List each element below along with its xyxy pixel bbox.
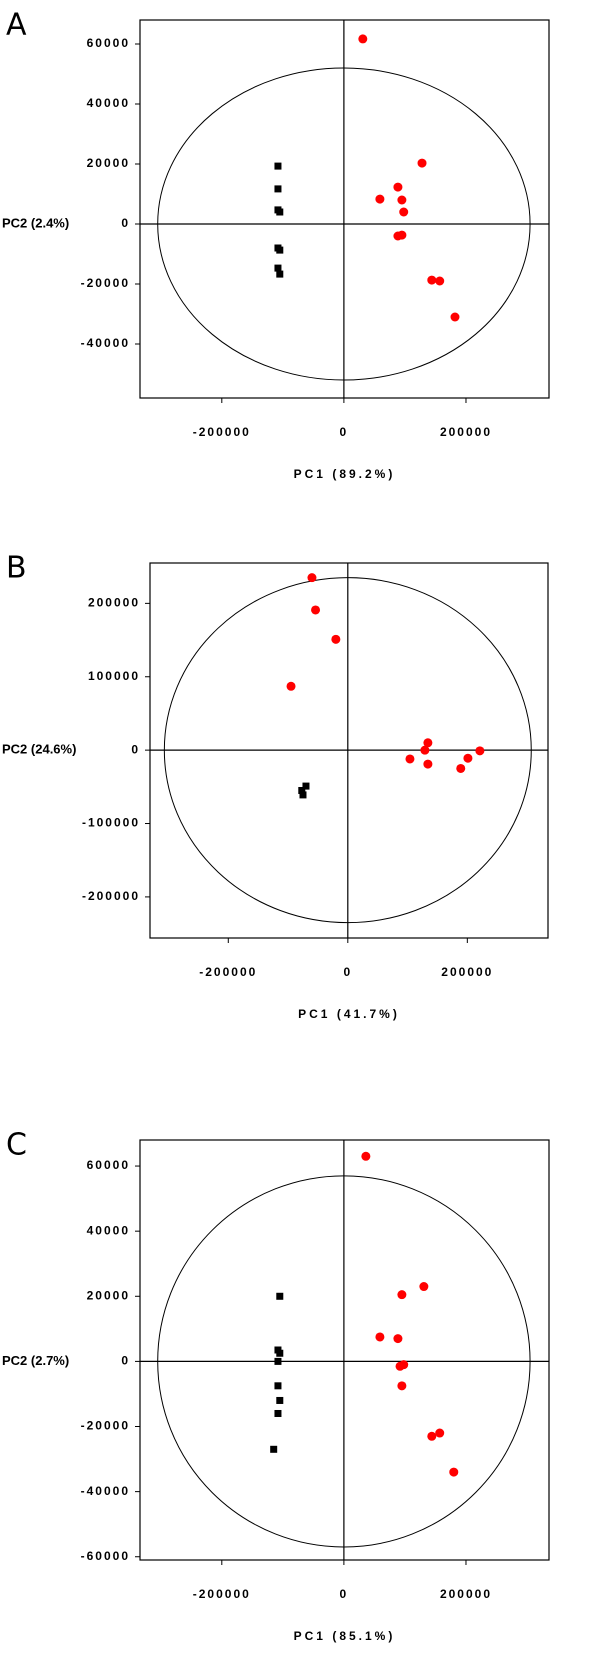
point [311,605,321,615]
point [302,782,310,790]
y-tick-label: 60000 [87,36,130,50]
y-tick-label: 0 [131,742,140,756]
point [276,1349,284,1357]
x-axis-label: PC1 (89.2%) [294,467,396,481]
plot-frame [139,19,550,399]
y-tick-label: 100000 [88,669,140,683]
y-tick-label: 0 [121,216,130,230]
point [397,1290,407,1300]
panel-label: B [6,551,27,586]
point [423,738,433,748]
point [435,1428,445,1438]
x-tick-label: 0 [340,1587,349,1601]
point [399,207,409,217]
point [274,264,282,272]
x-axis-label: PC1 (85.1%) [294,1629,396,1643]
point [307,573,317,583]
y-tick-label: -20000 [81,276,130,290]
confidence-ellipse [157,67,531,381]
point [435,276,445,286]
point [397,230,407,240]
point [456,763,466,773]
point [274,162,282,170]
point [276,246,284,254]
point [399,1360,409,1370]
point [450,312,460,322]
confidence-ellipse [157,1175,531,1548]
x-tick-label: 200000 [441,965,493,979]
point [423,759,433,769]
y-tick-label: 40000 [87,1223,130,1237]
y-tick-label: 60000 [87,1158,130,1172]
y-tick-label: 20000 [87,156,130,170]
point [427,1431,437,1441]
y-tick-label: -60000 [81,1549,130,1563]
point [449,1467,459,1477]
x-axis-label: PC1 (41.7%) [298,1007,400,1021]
point [270,1445,278,1453]
y-tick-label: 200000 [88,596,140,610]
y-tick-label: 0 [121,1354,130,1368]
y-tick-label: -100000 [82,816,140,830]
point [276,1292,284,1300]
plot-frame [139,1139,550,1561]
y-axis-label: PC2 (24.6%) [2,742,76,757]
point [276,208,284,216]
point [276,270,284,278]
x-tick-label: -200000 [199,965,257,979]
point [417,158,427,168]
y-tick-label: -20000 [81,1419,130,1433]
x-tick-label: 200000 [440,1587,492,1601]
point [420,745,430,755]
y-tick-label: -40000 [81,336,130,350]
point [427,275,437,285]
point [361,1151,371,1161]
panel-label: C [6,1128,27,1163]
point [299,791,307,799]
point [397,1381,407,1391]
point [331,634,341,644]
y-tick-label: -200000 [82,889,140,903]
y-axis-label: PC2 (2.4%) [2,215,69,230]
point [274,1409,282,1417]
point [393,1334,403,1344]
x-tick-label: -200000 [193,425,251,439]
point [397,195,407,205]
point [475,746,485,756]
point [405,754,415,764]
y-tick-label: 20000 [87,1288,130,1302]
confidence-ellipse [163,577,532,924]
point [274,1382,282,1390]
point [276,1396,284,1404]
point [274,185,282,193]
x-tick-label: 0 [343,965,352,979]
y-tick-label: 40000 [87,96,130,110]
point [298,786,306,794]
point [375,194,385,204]
point [419,1282,429,1292]
panel-label: A [6,8,27,43]
point [274,1357,282,1365]
point [393,182,403,192]
y-axis-label: PC2 (2.7%) [2,1353,69,1368]
point [358,34,368,44]
point [286,681,296,691]
point [375,1332,385,1342]
x-tick-label: 0 [340,425,349,439]
point [463,753,473,763]
x-tick-label: -200000 [193,1587,251,1601]
x-tick-label: 200000 [440,425,492,439]
y-tick-label: -40000 [81,1484,130,1498]
